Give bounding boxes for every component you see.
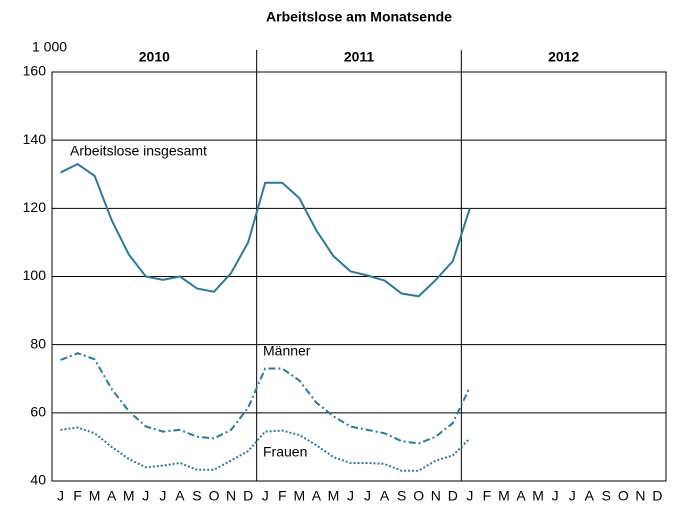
x-tick-label: A [380,488,390,504]
x-tick-label: N [226,488,236,504]
x-tick-label: O [618,488,629,504]
x-tick-label: F [483,488,492,504]
x-tick-label: S [192,488,201,504]
unit-label: 1 000 [32,39,67,55]
x-tick-label: O [413,488,424,504]
year-label: 2012 [548,49,579,65]
y-tick-label: 120 [23,199,47,215]
x-tick-label: A [585,488,595,504]
x-tick-label: J [262,488,269,504]
y-tick-label: 160 [23,63,47,79]
x-tick-label: M [89,488,101,504]
x-tick-label: D [448,488,458,504]
x-tick-label: M [328,488,340,504]
x-tick-label: J [552,488,559,504]
x-tick-label: O [209,488,220,504]
series-line [60,162,471,298]
x-tick-label: M [498,488,510,504]
x-tick-label: J [347,488,354,504]
y-tick-label: 140 [23,131,47,147]
y-tick-label: 60 [30,404,46,420]
x-tick-label: J [159,488,166,504]
x-tick-label: M [293,488,305,504]
x-tick-label: A [312,488,322,504]
y-tick-label: 40 [30,472,46,488]
x-tick-label: N [431,488,441,504]
plot-frame [51,71,667,482]
chart-title: Arbeitslose am Monatsende [266,9,452,25]
x-tick-label: F [278,488,287,504]
x-tick-label: A [107,488,117,504]
x-tick-label: J [364,488,371,504]
x-tick-label: D [243,488,253,504]
x-tick-label: M [123,488,135,504]
y-tick-label: 80 [30,335,46,351]
year-label: 2010 [139,49,170,65]
x-tick-label: M [532,488,544,504]
x-tick-label: J [57,488,64,504]
x-tick-label: S [397,488,406,504]
x-tick-label: D [652,488,662,504]
x-tick-label: J [466,488,473,504]
series-line [60,426,471,472]
year-label: 2011 [344,49,375,65]
series-line [60,352,471,445]
series-label: Männer [263,343,311,359]
series-label: Arbeitslose insgesamt [70,143,207,159]
y-tick-label: 100 [23,267,47,283]
x-tick-label: J [142,488,149,504]
x-tick-label: N [635,488,645,504]
x-tick-label: J [569,488,576,504]
x-tick-label: F [73,488,82,504]
x-tick-label: S [602,488,611,504]
series-label: Frauen [263,444,307,460]
x-tick-label: A [516,488,526,504]
x-tick-label: A [175,488,185,504]
